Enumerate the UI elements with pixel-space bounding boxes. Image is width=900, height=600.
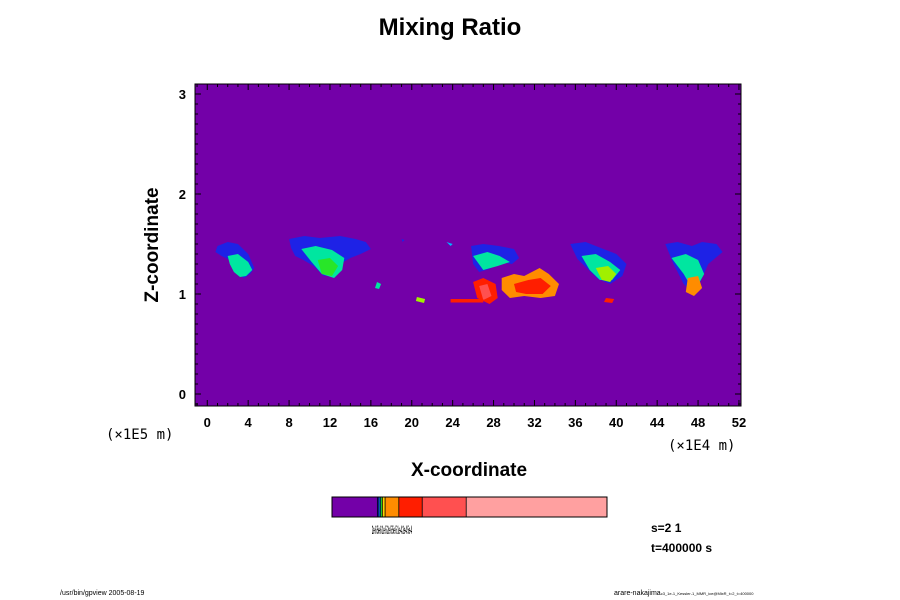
x-tick-label: 36	[568, 415, 582, 430]
colorbar-segment	[377, 497, 380, 517]
y-axis-label: Z-coordinate	[142, 187, 163, 302]
x-tick-label: 52	[732, 415, 746, 430]
y-tick-label: 0	[179, 387, 186, 402]
plot-frame	[194, 83, 742, 407]
cloud-region-14	[479, 284, 492, 300]
y-tick-labels: 0 1 2 3	[179, 87, 186, 402]
x-tick-label: 24	[445, 415, 460, 430]
colorbar-segment	[398, 497, 423, 517]
x-scale-label: (×1E4 m)	[668, 438, 735, 454]
colorbar-segment	[332, 497, 378, 517]
x-tick-label: 0	[204, 415, 211, 430]
time-label: t=400000 s	[651, 541, 713, 555]
cloud-region-20	[415, 297, 426, 303]
cloud-region-6	[473, 252, 510, 270]
x-tick-label: 4	[245, 415, 253, 430]
colorbar-labels: 2e-6 5e-6 1e-5 2e-5 5e-5 1e-4 2e-4 5e-4	[372, 523, 412, 537]
footer-right-wrap: arare-nakajimac3_1e-1_Kessler-1_MMR_ice@…	[614, 590, 753, 597]
cloud-region-9	[595, 266, 617, 282]
colorbar-segment	[385, 497, 399, 517]
colorbar-segment	[466, 497, 607, 517]
colorbar-segment	[380, 497, 383, 517]
cloud-region-17	[450, 299, 484, 303]
y-tick-label: 2	[179, 187, 186, 202]
colorbar-segment	[382, 497, 386, 517]
cloud-region-21	[446, 242, 453, 246]
cloud-region-22	[401, 239, 405, 242]
cloud-region-4	[317, 258, 339, 276]
colorbar	[331, 496, 608, 518]
y-tick-label: 1	[179, 287, 186, 302]
cloud-region-12	[685, 276, 703, 296]
cloud-region-16	[514, 278, 551, 294]
colorbar-frame	[331, 496, 608, 518]
cloud-region-18	[604, 298, 615, 303]
x-tick-label: 8	[285, 415, 292, 430]
footer-left: /usr/bin/gpview 2005-08-19	[60, 590, 145, 597]
cloud-region-1	[227, 254, 253, 277]
x-tick-label: 48	[691, 415, 705, 430]
x-tick-label: 20	[405, 415, 419, 430]
x-tick-label: 44	[650, 415, 665, 430]
footer-right: arare-nakajima	[614, 590, 661, 597]
cloud-region-19	[375, 282, 382, 289]
colorbar-segment	[379, 497, 381, 517]
x-tick-label: 28	[486, 415, 500, 430]
colorbar-segment	[422, 497, 467, 517]
chart-title: Mixing Ratio	[378, 14, 522, 41]
step-label: s=2 1	[651, 521, 682, 535]
y-tick-label: 3	[179, 87, 186, 102]
cloud-layer	[215, 236, 723, 304]
x-tick-label: 16	[364, 415, 378, 430]
x-tick-label: 32	[527, 415, 541, 430]
tick-marks	[195, 83, 741, 406]
x-axis-label: X-coordinate	[410, 460, 528, 481]
footer-right-detail: c3_1e-1_Kessler-1_MMR_ice@MixR_t=2_t=400…	[660, 591, 754, 596]
plot-area	[195, 84, 741, 406]
x-tick-label: 40	[609, 415, 623, 430]
x-tick-labels: 0 4 8 12 16 20 24 28 32 36 40 44 48 52	[204, 415, 747, 430]
y-scale-label: (×1E5 m)	[106, 427, 173, 443]
x-tick-label: 12	[323, 415, 337, 430]
